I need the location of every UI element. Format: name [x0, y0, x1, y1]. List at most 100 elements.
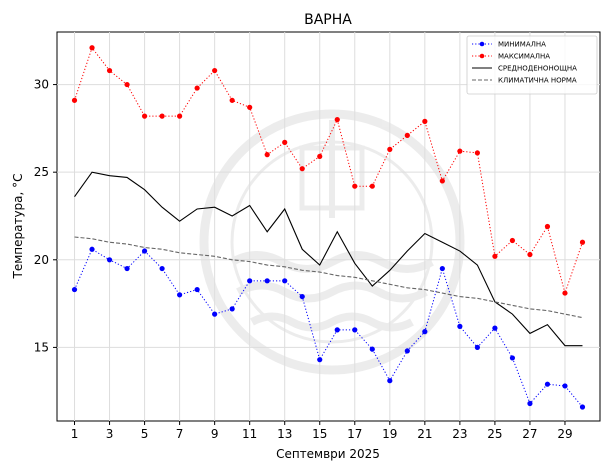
series-1-point: [212, 67, 218, 74]
series-0-point: [527, 400, 533, 407]
grid: [57, 32, 600, 421]
series-1-point: [159, 113, 165, 119]
series-0-point: [229, 306, 235, 312]
x-tick-label: 7: [176, 427, 184, 441]
series-1-point: [492, 253, 498, 259]
series-1-point: [439, 178, 445, 184]
series-0-point: [89, 246, 95, 252]
series-0-point: [159, 265, 165, 272]
legend-label: СРЕДНОДЕНОНОЩНА: [498, 65, 577, 73]
series-1-point: [317, 153, 323, 160]
x-tick-label: 29: [557, 427, 572, 441]
series-0-point: [299, 293, 305, 300]
x-tick-label: 25: [487, 427, 502, 441]
series-1-point: [141, 113, 148, 119]
series-0-point: [124, 265, 130, 272]
series-1-point: [352, 183, 358, 189]
y-axis-title: Температура, °C: [11, 173, 25, 279]
series-1-point: [264, 152, 270, 158]
series-1-point: [124, 81, 130, 88]
series-1-point: [387, 146, 393, 153]
x-tick-label: 5: [141, 427, 149, 441]
x-tick-label: 19: [382, 427, 397, 441]
y-tick-label: 25: [34, 165, 49, 179]
y-tick-label: 20: [34, 253, 49, 267]
watermark-emblem-icon: [199, 109, 465, 375]
series-1-line: [74, 46, 583, 295]
series-0-point: [194, 286, 200, 293]
series-1-point: [422, 118, 428, 124]
series-0-point: [282, 278, 288, 284]
series-0-point: [71, 286, 78, 293]
series-1-point: [194, 85, 200, 91]
x-tick-label: 13: [277, 427, 292, 441]
series-1-point: [177, 113, 183, 119]
chart-title: ВАРНА: [304, 12, 352, 28]
series-1-point: [299, 166, 305, 172]
y-tick-label: 30: [34, 78, 49, 92]
series-layer: [71, 45, 586, 410]
series-1-point: [229, 97, 235, 103]
x-tick-label: 17: [347, 427, 362, 441]
legend-frame: [466, 35, 598, 95]
series-1-point: [544, 223, 551, 230]
series-0-point: [474, 344, 480, 351]
series-2-line: [74, 171, 583, 347]
x-tick-label: 11: [242, 427, 257, 441]
legend-label: МАКСИМАЛНА: [498, 53, 550, 61]
series-0-point: [457, 323, 463, 329]
series-0-point: [369, 346, 375, 352]
x-axis-title: Септември 2025: [276, 447, 380, 461]
x-tick-label: 27: [522, 427, 537, 441]
series-3-line: [74, 236, 583, 319]
x-tick-label: 23: [452, 427, 467, 441]
x-tick-label: 9: [211, 427, 219, 441]
x-tick-label: 21: [417, 427, 432, 441]
series-1-point: [509, 237, 516, 244]
series-0-point: [177, 292, 183, 298]
series-1-point: [106, 67, 113, 74]
legend-marker: [479, 41, 485, 47]
series-0-point: [404, 348, 410, 354]
series-0-point: [422, 329, 428, 335]
series-0-point: [579, 404, 586, 410]
plot-area: [56, 31, 601, 422]
series-0-point: [509, 355, 516, 361]
series-0-point: [106, 257, 113, 263]
series-1-point: [282, 139, 288, 145]
y-tick-label: 15: [34, 340, 49, 354]
legend-label: МИНИМАЛНА: [498, 41, 546, 49]
legend-label: КЛИМАТИЧНА НОРМА: [498, 77, 577, 85]
series-1-point: [562, 290, 568, 296]
series-0-point: [317, 357, 323, 363]
x-tick-label: 1: [71, 427, 79, 441]
series-0-point: [141, 248, 148, 254]
series-0-point: [544, 381, 551, 387]
series-0-line: [74, 248, 583, 408]
series-0-point: [264, 278, 270, 284]
series-1-point: [404, 132, 410, 138]
legend: МИНИМАЛНА МАКСИМАЛНА СРЕДНОДЕНОНОЩНА КЛИМАТ…: [466, 35, 598, 95]
x-tick-label: 15: [312, 427, 327, 441]
series-1-point: [89, 45, 95, 51]
series-0-point: [212, 311, 218, 317]
series-0-point: [247, 278, 253, 284]
series-1-point: [474, 150, 480, 156]
x-tick-label: 3: [106, 427, 114, 441]
series-1-point: [247, 104, 253, 110]
series-0-point: [439, 265, 445, 272]
series-1-point: [527, 251, 533, 258]
series-0-point: [562, 383, 568, 389]
series-1-point: [457, 148, 463, 154]
series-0-point: [352, 327, 358, 333]
series-1-point: [334, 117, 340, 123]
series-1-point: [579, 239, 586, 245]
series-0-point: [492, 325, 498, 331]
series-1-point: [369, 183, 375, 189]
legend-marker: [479, 53, 485, 59]
series-1-point: [71, 97, 78, 103]
series-0-point: [334, 327, 340, 333]
